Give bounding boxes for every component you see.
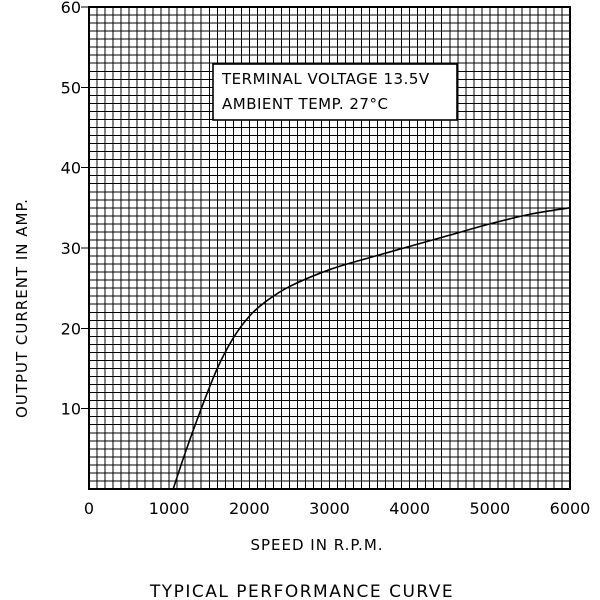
y-tick-label: 10 [61, 400, 81, 419]
y-tick-label: 30 [61, 239, 81, 258]
annotation-terminal-voltage: TERMINAL VOLTAGE 13.5V [221, 70, 430, 88]
y-tick-label: 60 [61, 0, 81, 17]
x-tick-label: 5000 [469, 499, 510, 518]
x-tick-label: 0 [84, 499, 94, 518]
grid [89, 7, 570, 489]
x-tick-label: 1000 [149, 499, 190, 518]
x-axis-label: SPEED IN R.P.M. [250, 536, 383, 554]
performance-curve [172, 207, 571, 490]
annotation-ambient-temp: AMBIENT TEMP. 27°C [222, 95, 388, 113]
x-tick-label: 6000 [550, 499, 591, 518]
y-axis-label: OUTPUT CURRENT IN AMP. [13, 198, 31, 418]
x-tick-label: 4000 [389, 499, 430, 518]
x-tick-label: 3000 [309, 499, 350, 518]
x-tick-label: 2000 [229, 499, 270, 518]
y-tick-label: 20 [61, 319, 81, 338]
x-tick-labels: 0 1000 2000 3000 4000 5000 6000 [84, 499, 590, 518]
chart-caption: TYPICAL PERFORMANCE CURVE [149, 582, 454, 600]
y-tick-label: 40 [61, 159, 81, 178]
y-tick-label: 50 [61, 78, 81, 97]
y-tick-labels: 10 20 30 40 50 60 [61, 0, 89, 419]
annotation-box [212, 63, 458, 121]
